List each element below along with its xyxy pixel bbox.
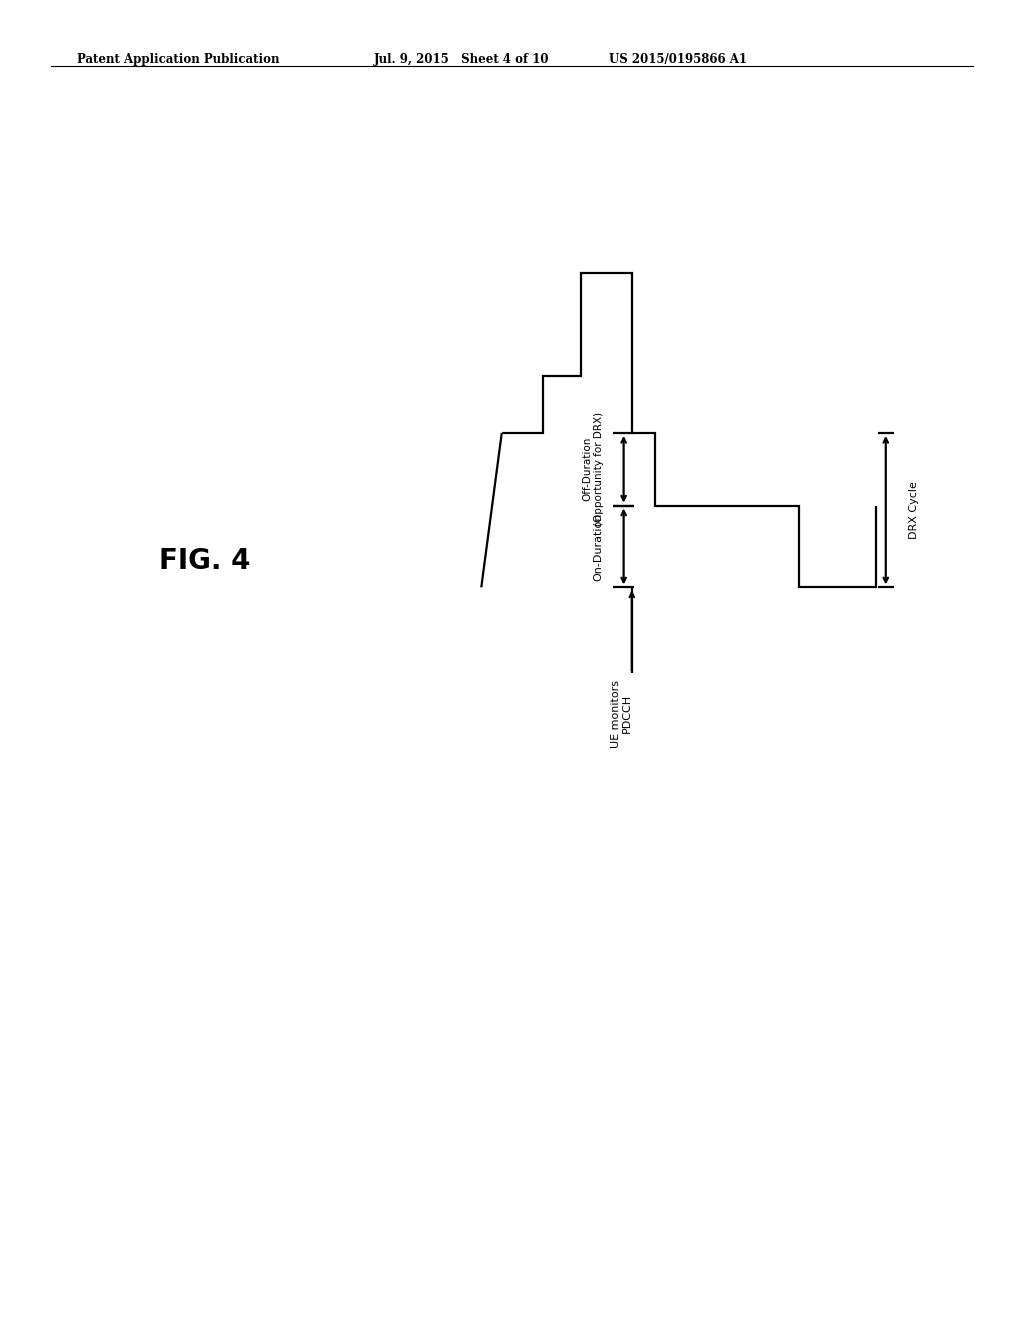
Text: On-Duration: On-Duration (593, 512, 603, 581)
Text: Off-Duration
(Opportunity for DRX): Off-Duration (Opportunity for DRX) (582, 412, 604, 527)
Text: Jul. 9, 2015   Sheet 4 of 10: Jul. 9, 2015 Sheet 4 of 10 (374, 53, 549, 66)
Text: Patent Application Publication: Patent Application Publication (77, 53, 280, 66)
Text: FIG. 4: FIG. 4 (159, 546, 251, 576)
Text: UE monitors
PDCCH: UE monitors PDCCH (610, 680, 633, 748)
Text: US 2015/0195866 A1: US 2015/0195866 A1 (609, 53, 748, 66)
Text: DRX Cycle: DRX Cycle (909, 482, 920, 539)
